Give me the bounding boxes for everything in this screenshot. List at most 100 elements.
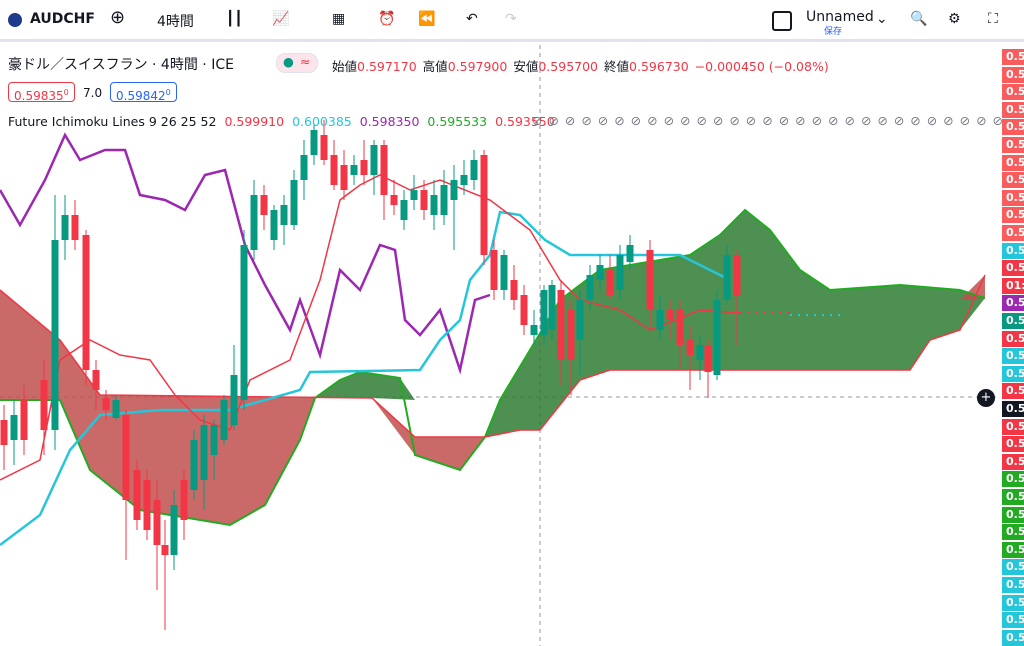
fullscreen[interactable]: ⛶ (988, 11, 998, 27)
candle-body (540, 290, 548, 335)
candle-body (420, 190, 428, 210)
price-label: 0.5 (1002, 225, 1024, 241)
candle-body (490, 250, 498, 290)
candle-body (480, 155, 488, 255)
candle-body (676, 310, 684, 345)
price-label: 0.5 (1002, 418, 1024, 435)
symbol-flag (8, 13, 22, 27)
save-label[interactable]: 保存 (824, 27, 843, 37)
price-label: 0.5 (1002, 383, 1024, 400)
cloud-bull (485, 210, 985, 437)
undo[interactable]: ↶ (466, 11, 478, 27)
price-label: 0.5 (1002, 453, 1024, 470)
candle-body (40, 380, 48, 430)
layout-menu[interactable]: ⌄ (876, 11, 888, 27)
candle-body (713, 300, 721, 375)
candle-body (240, 245, 248, 400)
crosshair-add[interactable]: + (977, 389, 995, 407)
price-label: 0.5 (1002, 260, 1024, 277)
ohlc-value: 0.597170 (357, 59, 417, 74)
candle-body (200, 425, 208, 480)
legend-title: 豪ドル／スイスフラン · 4時間 · ICE (8, 57, 234, 73)
candle-body (280, 205, 288, 225)
spread: 7.0 (83, 86, 103, 100)
price-label: 0.5 (1002, 313, 1024, 329)
layouts[interactable]: ▦ (332, 11, 346, 27)
ohlc-value: 0.597900 (447, 59, 508, 74)
price-label: 0.5 (1002, 612, 1024, 629)
candle-body (20, 400, 28, 440)
chart-type[interactable]: ┃┃ (226, 11, 243, 27)
sell-sup: 0 (63, 88, 69, 97)
sell-price: 0.59835 (14, 89, 64, 103)
candle-body (133, 470, 141, 520)
candle-body (410, 190, 418, 200)
indicators[interactable]: 📈 (272, 11, 290, 27)
candle-body (370, 145, 378, 175)
candle-body (340, 165, 348, 190)
candle-body (510, 280, 518, 300)
candle-body (360, 160, 368, 175)
candle-body (290, 180, 298, 225)
candle-body (733, 255, 741, 295)
redo[interactable]: ↷ (505, 11, 517, 27)
indicator-value: 0.595533 (427, 114, 488, 129)
candle-body (180, 480, 188, 520)
price-label: 0.5 (1002, 365, 1024, 382)
candles (0, 120, 741, 630)
candle-body (230, 375, 238, 425)
cloud-bear (960, 275, 985, 300)
candle-body (51, 240, 59, 430)
alert[interactable]: ⏰ (378, 11, 396, 27)
buy-price: 0.59842 (116, 89, 166, 103)
interval[interactable]: 4時間 (157, 14, 194, 30)
ohlc-label: 安値 (513, 59, 539, 74)
replay[interactable]: ⏪ (418, 11, 436, 27)
ohlc-label: 始値 (332, 59, 358, 74)
candle-body (704, 345, 712, 372)
candle-body (153, 500, 161, 545)
candle-body (530, 325, 538, 335)
price-label: 0.5 (1002, 66, 1024, 83)
candle-body (190, 440, 198, 490)
candle-body (696, 345, 704, 360)
candle-body (430, 195, 438, 215)
candle-body (686, 340, 694, 355)
status-pill[interactable]: ● ≈ (276, 53, 318, 73)
candle-body (122, 415, 130, 500)
price-label: 01: (1002, 277, 1024, 294)
candle-body (270, 210, 278, 240)
candle-body (71, 215, 79, 240)
layout-name[interactable]: Unnamed (806, 9, 874, 25)
ohlc-label: 高値 (422, 59, 448, 74)
candle-body (656, 310, 664, 330)
candle-body (596, 265, 604, 280)
candle-body (210, 425, 218, 455)
candle-body (557, 290, 565, 360)
candle-body (143, 480, 151, 530)
price-label: 0.5 (1002, 594, 1024, 611)
candle-body (82, 235, 90, 370)
symbol[interactable]: AUDCHF (30, 11, 95, 27)
indicator-value: 0.600385 (292, 114, 352, 129)
sell-button[interactable]: 0.598350 (8, 82, 75, 103)
settings[interactable]: ⚙ (948, 11, 961, 27)
indicator-value: 0.598350 (359, 114, 420, 129)
buy-button[interactable]: 0.598420 (110, 82, 177, 103)
checkbox[interactable] (772, 11, 792, 31)
candle-body (300, 155, 308, 180)
price-label: 0.5 (1002, 471, 1024, 488)
candle-body (320, 135, 328, 160)
candle-body (390, 195, 398, 205)
kijun (0, 210, 731, 546)
candle-body (330, 155, 338, 185)
change: −0.000450 (−0.08%) (694, 59, 829, 74)
price-label: 0.5 (1002, 401, 1024, 417)
candle-body (380, 145, 388, 195)
candle-body (723, 255, 731, 300)
search[interactable]: 🔍 (910, 11, 928, 27)
price-label: 0.5 (1002, 154, 1024, 171)
cloud-bull (315, 372, 415, 400)
add-symbol[interactable]: ⊕ (110, 7, 126, 28)
